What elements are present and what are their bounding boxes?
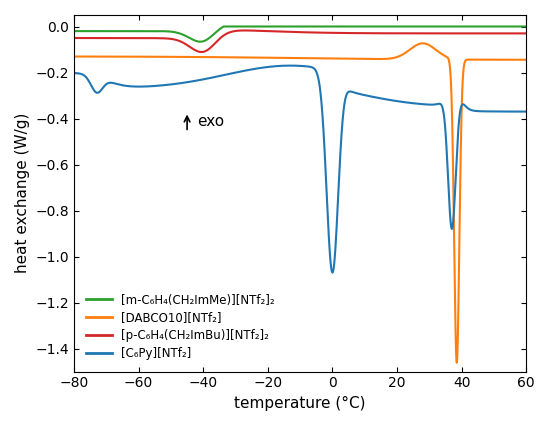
Y-axis label: heat exchange (W/g): heat exchange (W/g) <box>15 113 30 273</box>
Text: exo: exo <box>197 115 224 130</box>
X-axis label: temperature (°C): temperature (°C) <box>234 396 366 411</box>
Legend: [m-C₆H₄(CH₂ImMe)][NTf₂]₂, [DABCO10][NTf₂], [p-C₆H₄(CH₂ImBu)][NTf₂]₂, [C₆Py][NTf₂: [m-C₆H₄(CH₂ImMe)][NTf₂]₂, [DABCO10][NTf₂… <box>80 288 281 366</box>
